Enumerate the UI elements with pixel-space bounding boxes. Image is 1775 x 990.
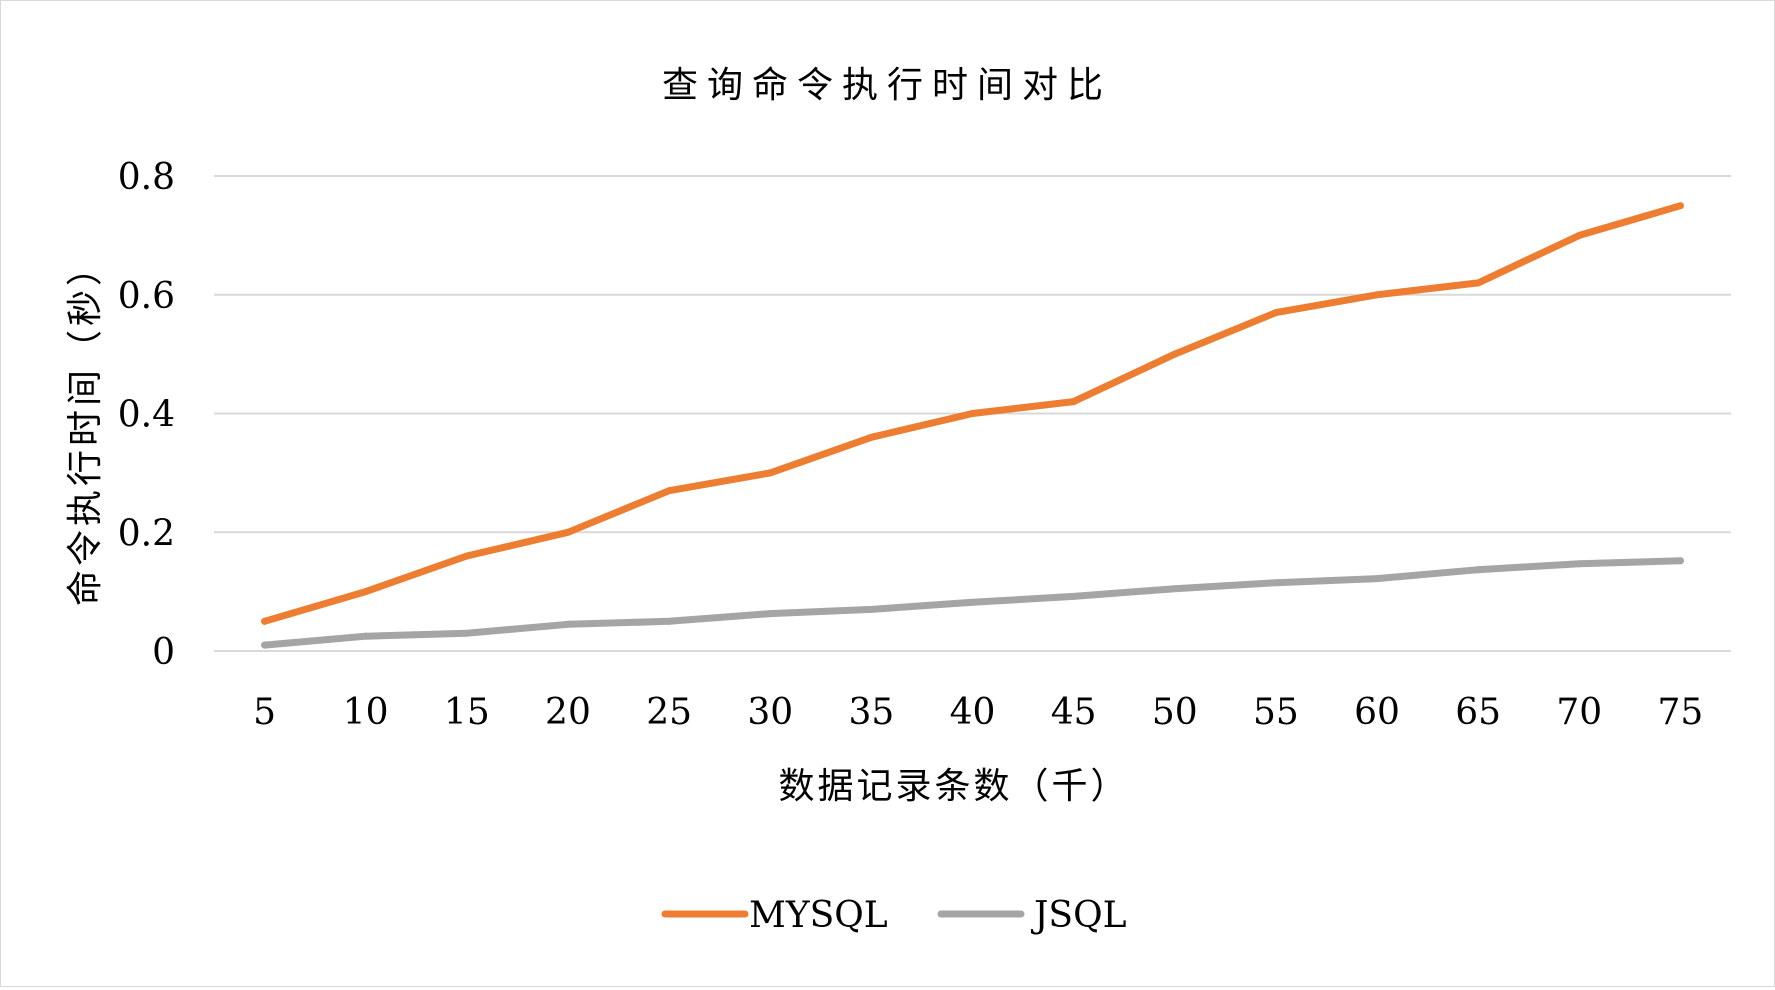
legend-label-jsql: JSQL [1030, 895, 1127, 936]
data-point-jsql [1676, 557, 1684, 565]
y-tick-label: 0.8 [118, 157, 175, 198]
x-tick-label: 40 [950, 692, 996, 733]
legend-label-mysql: MYSQL [749, 895, 888, 936]
data-point-mysql [1171, 350, 1179, 358]
x-tick-label: 25 [646, 692, 692, 733]
data-point-jsql [1070, 592, 1078, 600]
y-tick-label: 0.4 [118, 395, 175, 436]
data-point-jsql [261, 641, 269, 649]
data-point-jsql [665, 617, 673, 625]
x-tick-label: 70 [1556, 692, 1602, 733]
x-tick-label: 5 [253, 692, 276, 733]
x-tick-label: 60 [1354, 692, 1400, 733]
y-tick-label: 0.6 [118, 276, 175, 317]
data-point-mysql [1373, 291, 1381, 299]
data-point-mysql [1474, 279, 1482, 287]
x-axis-ticks: 5 10 15 20 25 30 35 40 45 50 55 60 65 70 75 [253, 692, 1703, 733]
data-point-jsql [1373, 575, 1381, 583]
y-axis-ticks: 0 0.2 0.4 0.6 0.8 [118, 157, 175, 673]
data-point-jsql [463, 629, 471, 637]
chart-title: 查询命令执行时间对比 [662, 65, 1112, 106]
x-tick-label: 65 [1455, 692, 1501, 733]
data-point-jsql [1474, 566, 1482, 574]
data-point-mysql [766, 469, 774, 477]
legend: MYSQL JSQL [661, 895, 1127, 936]
data-point-mysql [1676, 202, 1684, 210]
data-point-mysql [1070, 398, 1078, 406]
data-point-mysql [463, 552, 471, 560]
data-point-mysql [362, 588, 370, 596]
data-point-jsql [766, 610, 774, 618]
x-tick-label: 50 [1152, 692, 1198, 733]
x-tick-label: 15 [444, 692, 490, 733]
data-point-jsql [1171, 585, 1179, 593]
x-tick-label: 30 [747, 692, 793, 733]
data-point-jsql [969, 598, 976, 606]
data-point-jsql [867, 605, 875, 613]
x-tick-label: 45 [1051, 692, 1097, 733]
data-point-jsql [362, 632, 370, 640]
x-tick-label: 35 [848, 692, 894, 733]
x-axis-title: 数据记录条数（千） [778, 766, 1129, 807]
data-point-jsql [1575, 560, 1583, 568]
data-point-mysql [1272, 309, 1280, 317]
data-point-jsql [1272, 579, 1280, 587]
x-tick-label: 55 [1253, 692, 1299, 733]
data-point-jsql [564, 620, 572, 628]
y-tick-label: 0 [152, 632, 175, 673]
x-tick-label: 75 [1658, 692, 1704, 733]
x-tick-label: 20 [545, 692, 591, 733]
data-point-mysql [665, 487, 673, 495]
data-point-mysql [867, 433, 875, 441]
data-point-mysql [1575, 231, 1583, 239]
data-point-mysql [564, 528, 572, 536]
y-axis-title: 命令执行时间（秒） [65, 246, 106, 606]
data-point-mysql [261, 617, 269, 625]
series-lines [261, 202, 1684, 649]
x-tick-label: 10 [343, 692, 389, 733]
y-tick-label: 0.2 [118, 513, 175, 554]
data-point-mysql [969, 410, 976, 417]
